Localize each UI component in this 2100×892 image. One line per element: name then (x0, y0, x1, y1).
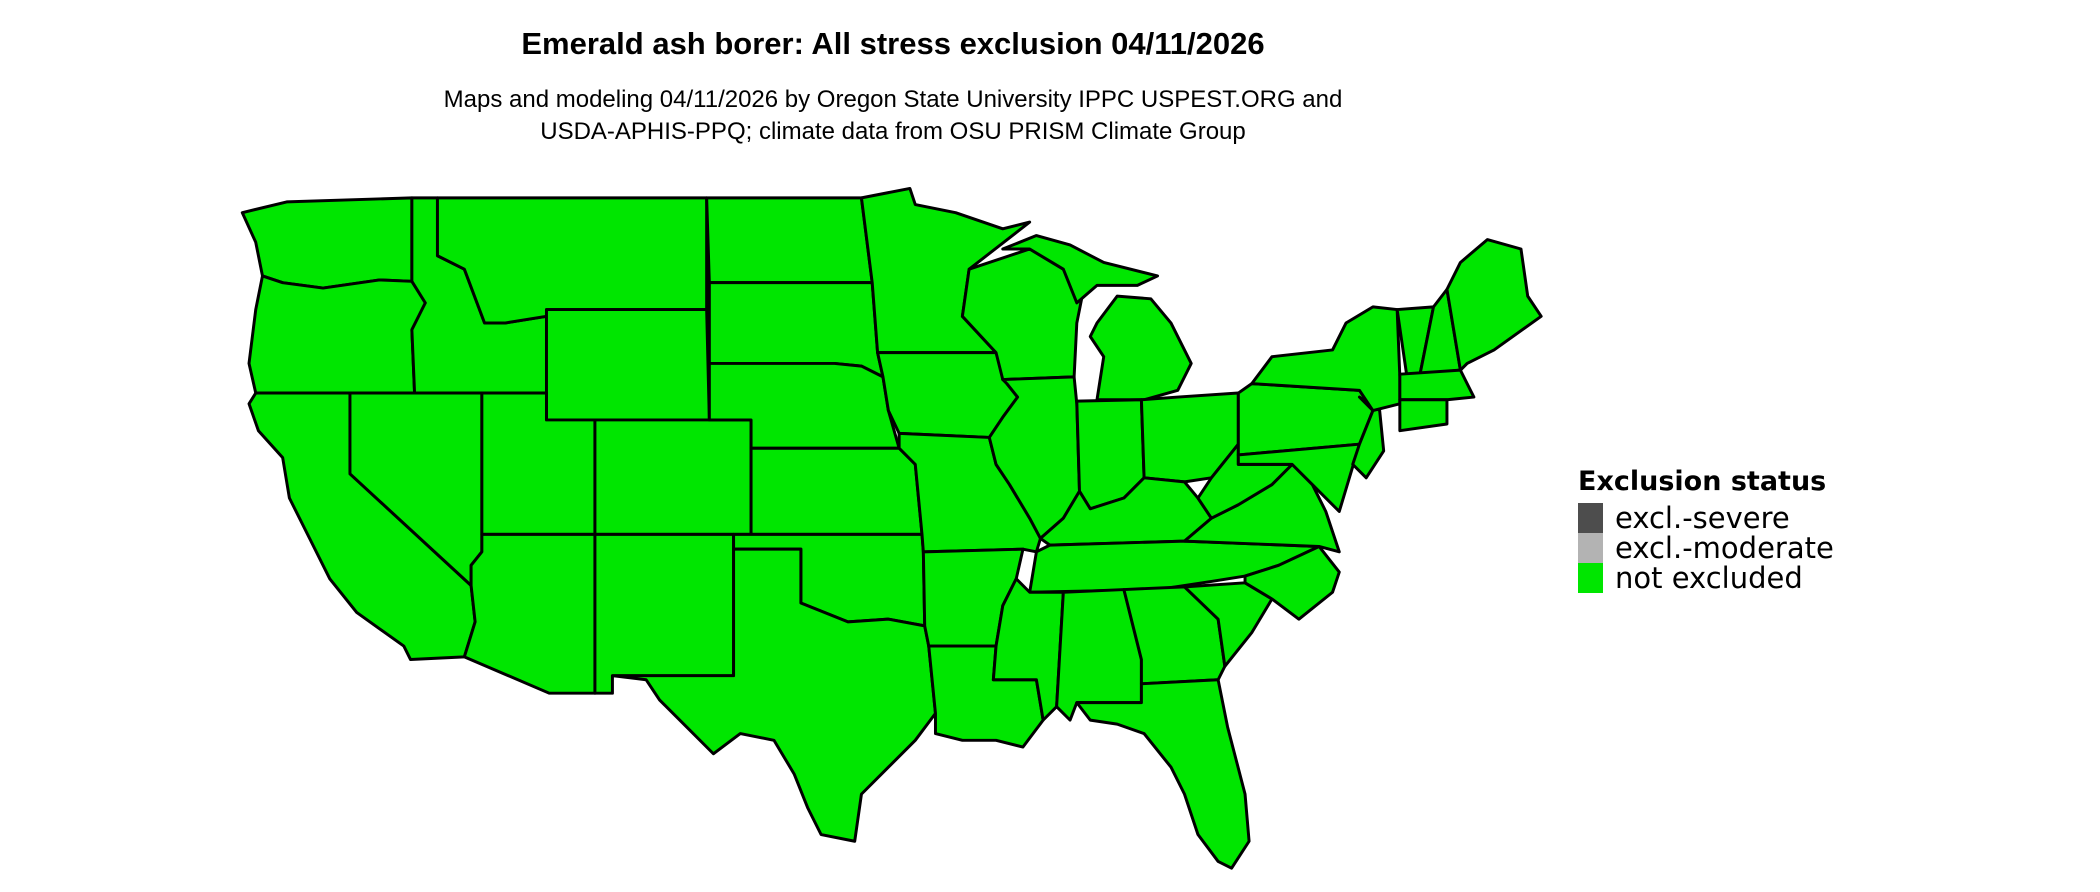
state-ne (707, 361, 901, 450)
legend-item-moderate: excl.-moderate (1578, 533, 1834, 563)
state-ct-ri (1398, 398, 1449, 433)
state-fl (1075, 678, 1251, 870)
legend-item-not-excluded: not excluded (1578, 563, 1834, 593)
subtitle-line-2: USDA-APHIS-PPQ; climate data from OSU PR… (540, 118, 1246, 145)
state-co (593, 418, 753, 536)
state-wa (240, 196, 414, 290)
state-nc (1243, 544, 1341, 621)
state-mi-lp (1088, 294, 1193, 402)
legend-label-moderate: excl.-moderate (1615, 531, 1834, 565)
legend: Exclusion status excl.-severe excl.-mode… (1578, 466, 1834, 593)
state-nm (593, 532, 736, 695)
state-ma (1398, 368, 1476, 402)
legend-label-not-excluded: not excluded (1615, 561, 1803, 595)
state-nj (1351, 395, 1386, 480)
state-tx (610, 547, 937, 843)
state-mi-up (1001, 234, 1160, 305)
state-mt (435, 196, 709, 325)
map-title: Emerald ash borer: All stress exclusion … (521, 26, 1265, 61)
state-mn (859, 186, 1032, 355)
legend-swatch-moderate (1578, 533, 1603, 563)
state-ks (749, 446, 924, 536)
subtitle-line-1: Maps and modeling 04/11/2026 by Oregon S… (443, 86, 1343, 113)
state-wy (544, 308, 711, 422)
state-az (462, 532, 597, 695)
state-md (1236, 442, 1361, 513)
legend-swatch-severe (1578, 503, 1603, 533)
state-me (1445, 238, 1543, 372)
legend-item-severe: excl.-severe (1578, 503, 1834, 533)
state-nd (705, 196, 874, 285)
state-or (247, 274, 427, 395)
legend-title: Exclusion status (1578, 466, 1827, 497)
legend-swatch-not-excluded (1578, 563, 1603, 593)
map-subtitle: Maps and modeling 04/11/2026 by Oregon S… (0, 84, 1786, 148)
legend-label-severe: excl.-severe (1615, 501, 1790, 535)
